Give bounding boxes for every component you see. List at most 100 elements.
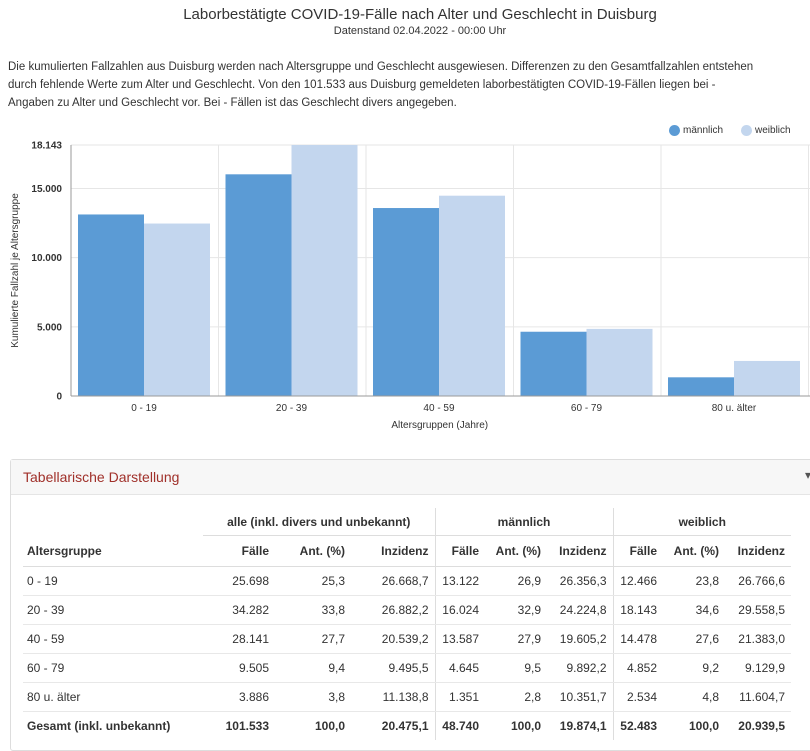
- y-tick-label: 18.143: [31, 141, 62, 152]
- table-cell: 101.533: [225, 719, 269, 733]
- group-header-maennlich: männlich: [434, 508, 613, 536]
- column-header[interactable]: Fälle: [434, 535, 485, 567]
- table-row: 40 - 59 28.141 27,7 20.539,2 13.587 27,9…: [23, 624, 791, 654]
- table-cell: 27,6: [663, 624, 725, 654]
- column-header[interactable]: Altersgruppe: [23, 535, 203, 567]
- table-row: 80 u. älter 3.886 3,8 11.138,8 1.351 2,8…: [23, 682, 791, 712]
- group-header-weiblich: weiblich: [612, 508, 791, 536]
- column-header[interactable]: Inzidenz: [725, 535, 791, 567]
- bar-weiblich: [144, 223, 210, 396]
- table-cell: 9,2: [663, 653, 725, 683]
- table-cell: 9.129,9: [725, 653, 791, 683]
- table-cell: 34,6: [663, 595, 725, 625]
- description-line: Angaben zu Alter und Geschlecht vor. Bei…: [8, 97, 457, 109]
- group-header-alle: alle (inkl. divers und unbekannt): [203, 508, 435, 536]
- column-header[interactable]: Ant. (%): [663, 535, 725, 567]
- column-header[interactable]: Fälle: [203, 535, 275, 567]
- column-header[interactable]: Ant. (%): [485, 535, 547, 567]
- table-cell: 29.558,5: [725, 595, 791, 625]
- table-cell: 27,7: [275, 624, 351, 654]
- table-cell: 20 - 39: [23, 595, 203, 625]
- table-cell: 9,5: [485, 653, 547, 683]
- table-cell: 11.604,7: [725, 682, 791, 712]
- table-cell: 4.852: [612, 653, 663, 683]
- table-cell: 100,0: [314, 719, 345, 733]
- table-cell: 48.740: [434, 711, 485, 740]
- table-total-row: Gesamt (inkl. unbekannt) 101.533 100,0 2…: [23, 711, 791, 740]
- x-tick-label: 40 - 59: [423, 403, 455, 414]
- table-cell: 10.351,7: [547, 682, 613, 712]
- table-cell: 60 - 79: [23, 653, 203, 683]
- table-row: 20 - 39 34.282 33,8 26.882,2 16.024 32,9…: [23, 595, 791, 625]
- column-header[interactable]: Inzidenz: [351, 535, 435, 567]
- table-cell: 25.698: [203, 566, 275, 596]
- table-cell: 18.143: [612, 595, 663, 625]
- bar-männlich: [225, 174, 292, 396]
- table-cell: 13.122: [434, 566, 485, 596]
- data-table: alle (inkl. divers und unbekannt) männli…: [23, 508, 791, 740]
- table-cell: 19.605,2: [547, 624, 613, 654]
- bar-weiblich: [439, 195, 505, 396]
- column-header[interactable]: Ant. (%): [275, 535, 351, 567]
- table-panel-header[interactable]: Tabellarische Darstellung ▾: [11, 460, 810, 495]
- bar-männlich: [668, 377, 734, 396]
- y-axis-label: Kumulierte Fallzahl je Altersgruppe: [10, 193, 21, 348]
- y-tick-label: 10.000: [31, 253, 62, 264]
- x-tick-label: 20 - 39: [276, 403, 308, 414]
- legend-marker: [741, 125, 752, 136]
- legend-marker: [669, 125, 680, 136]
- table-row: 0 - 19 25.698 25,3 26.668,7 13.122 26,9 …: [23, 566, 791, 596]
- table-cell: 23,8: [663, 566, 725, 596]
- bar-männlich: [520, 331, 587, 396]
- table-cell: 9.892,2: [547, 653, 613, 683]
- table-cell: 52.483: [612, 711, 663, 740]
- description: Die kumulierten Fallzahlen aus Duisburg …: [8, 58, 810, 112]
- table-cell: 100,0: [688, 719, 719, 733]
- y-tick-label: 0: [56, 392, 62, 403]
- table-cell: 40 - 59: [23, 624, 203, 654]
- column-header[interactable]: Fälle: [612, 535, 663, 567]
- table-cell: 2,8: [485, 682, 547, 712]
- x-axis-label: Altersgruppen (Jahre): [391, 420, 488, 431]
- table-cell: 32,9: [485, 595, 547, 625]
- table-cell: 19.874,1: [559, 719, 607, 733]
- table-cell: 24.224,8: [547, 595, 613, 625]
- table-cell: 9.505: [203, 653, 275, 683]
- table-cell: 16.024: [434, 595, 485, 625]
- y-tick-label: 15.000: [31, 184, 62, 195]
- table-row: 60 - 79 9.505 9,4 9.495,5 4.645 9,5 9.89…: [23, 653, 791, 683]
- table-group-header: alle (inkl. divers und unbekannt) männli…: [23, 508, 791, 536]
- table-cell: 27,9: [485, 624, 547, 654]
- table-cell: 21.383,0: [725, 624, 791, 654]
- table-cell: 0 - 19: [23, 566, 203, 596]
- table-cell: 20.939,5: [738, 719, 785, 733]
- table-cell: 26.668,7: [351, 566, 435, 596]
- chart-title: Laborbestätigte COVID-19-Fälle nach Alte…: [183, 6, 657, 23]
- description-line: Die kumulierten Fallzahlen aus Duisburg …: [8, 61, 754, 73]
- x-tick-label: 0 - 19: [131, 403, 157, 414]
- table-cell: 26,9: [485, 566, 547, 596]
- legend-item-weiblich[interactable]: weiblich: [741, 125, 791, 136]
- legend-label: männlich: [683, 125, 724, 136]
- table-cell: 3.886: [203, 682, 275, 712]
- table-cell: 26.356,3: [547, 566, 613, 596]
- table-cell: 28.141: [203, 624, 275, 654]
- legend-label: weiblich: [755, 125, 791, 136]
- bar-weiblich: [586, 328, 653, 396]
- table-cell: 3,8: [275, 682, 351, 712]
- bar-weiblich: [291, 145, 358, 396]
- collapse-icon[interactable]: ▾: [804, 468, 810, 482]
- table-cell: 20.539,2: [351, 624, 435, 654]
- table-cell: 26.882,2: [351, 595, 435, 625]
- table-cell: 1.351: [434, 682, 485, 712]
- column-header[interactable]: Inzidenz: [547, 535, 613, 567]
- legend-item-maennlich[interactable]: männlich: [669, 125, 723, 136]
- table-cell: 34.282: [203, 595, 275, 625]
- table-cell: Gesamt (inkl. unbekannt): [27, 719, 171, 733]
- table-cell: 4,8: [663, 682, 725, 712]
- table-column-header: Altersgruppe Fälle Ant. (%) Inzidenz Fäl…: [23, 535, 791, 567]
- y-tick-label: 5.000: [37, 322, 62, 333]
- table-cell: 4.645: [434, 653, 485, 683]
- bar-männlich: [78, 214, 144, 396]
- table-cell: 33,8: [275, 595, 351, 625]
